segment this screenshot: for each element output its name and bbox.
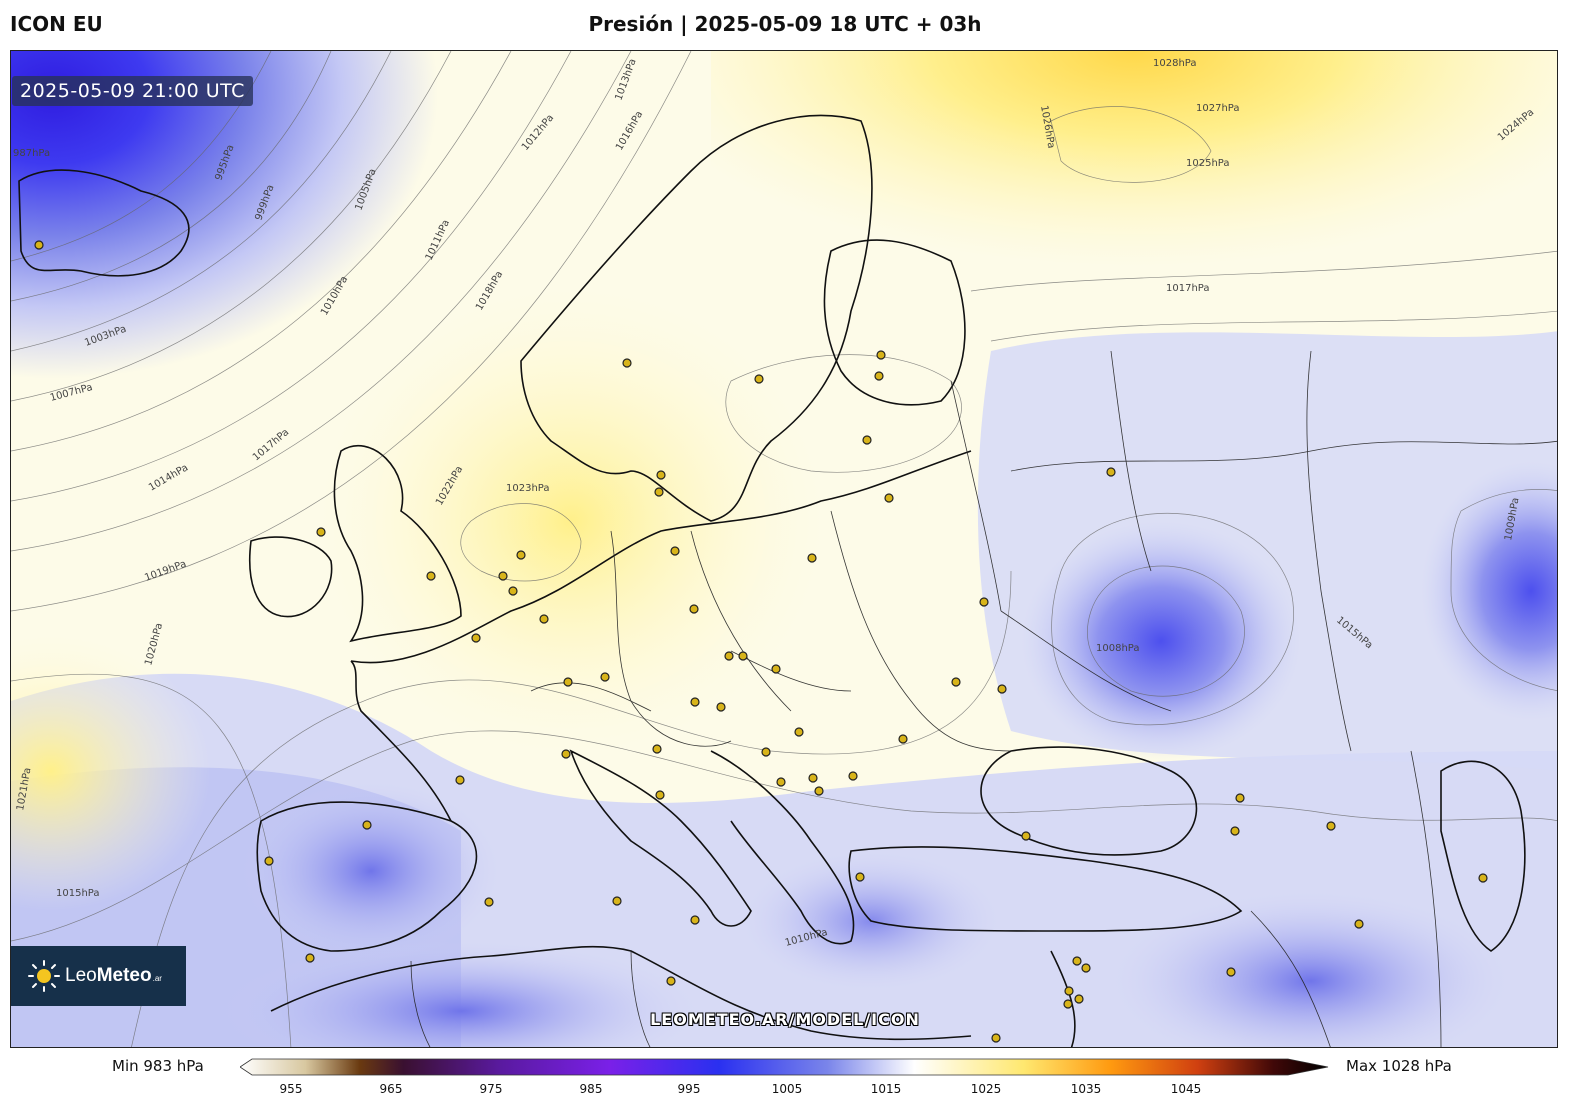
colorbar bbox=[240, 1058, 1329, 1076]
iberia-low bbox=[241, 781, 501, 961]
map-title: Presión | 2025-05-09 18 UTC + 03h bbox=[588, 12, 982, 36]
colorbar-tick: 995 bbox=[677, 1082, 701, 1096]
colorbar-tick: 1025 bbox=[970, 1082, 1002, 1096]
iceland-low bbox=[11, 51, 711, 571]
isobar-label: 987hPa bbox=[13, 148, 50, 159]
valid-time-badge: 2025-05-09 21:00 UTC bbox=[12, 76, 253, 106]
colorbar-min-label: Min 983 hPa bbox=[112, 1057, 204, 1075]
model-name: ICON EU bbox=[10, 12, 103, 36]
pressure-map[interactable]: 987hPa 995hPa 999hPa 1005hPa 1010hPa 101… bbox=[10, 50, 1558, 1048]
colorbar-tick: 985 bbox=[579, 1082, 603, 1096]
logo-text: LeoMeteo.ar bbox=[65, 965, 162, 986]
colorbar-tick: 955 bbox=[279, 1082, 303, 1096]
colorbar-tick: 975 bbox=[479, 1082, 503, 1096]
watermark: LEOMETEO.AR/MODEL/ICON bbox=[650, 1010, 920, 1029]
colorbar-max-label: Max 1028 hPa bbox=[1346, 1057, 1452, 1075]
colorbar-tick: 1005 bbox=[771, 1082, 803, 1096]
sun-icon bbox=[28, 960, 60, 992]
colorbar-tick: 1045 bbox=[1170, 1082, 1202, 1096]
isobar-label: 1008hPa bbox=[1096, 643, 1140, 654]
isobar-lines bbox=[11, 51, 1557, 1047]
isobar-label: 1023hPa bbox=[506, 483, 550, 494]
city-markers bbox=[34, 240, 1488, 1043]
isobar-label: 1015hPa bbox=[56, 888, 100, 899]
northern-high bbox=[711, 51, 1557, 411]
atlantic-high bbox=[11, 631, 211, 911]
isobar-label: 1027hPa bbox=[1196, 103, 1240, 114]
colorbar-tick: 1015 bbox=[870, 1082, 902, 1096]
isobar-label: 1017hPa bbox=[1166, 283, 1210, 294]
colorbar-tick: 965 bbox=[379, 1082, 403, 1096]
borders bbox=[410, 350, 1557, 1047]
leometeo-logo[interactable]: LeoMeteo.ar bbox=[11, 946, 186, 1006]
middle-east-low bbox=[1111, 891, 1511, 1047]
map-canvas: 987hPa 995hPa 999hPa 1005hPa 1010hPa 101… bbox=[11, 51, 1557, 1047]
colorbar-tick: 1035 bbox=[1070, 1082, 1102, 1096]
isobar-label: 1025hPa bbox=[1186, 158, 1230, 169]
isobar-label: 1028hPa bbox=[1153, 58, 1197, 69]
ukraine-low bbox=[1021, 521, 1301, 761]
